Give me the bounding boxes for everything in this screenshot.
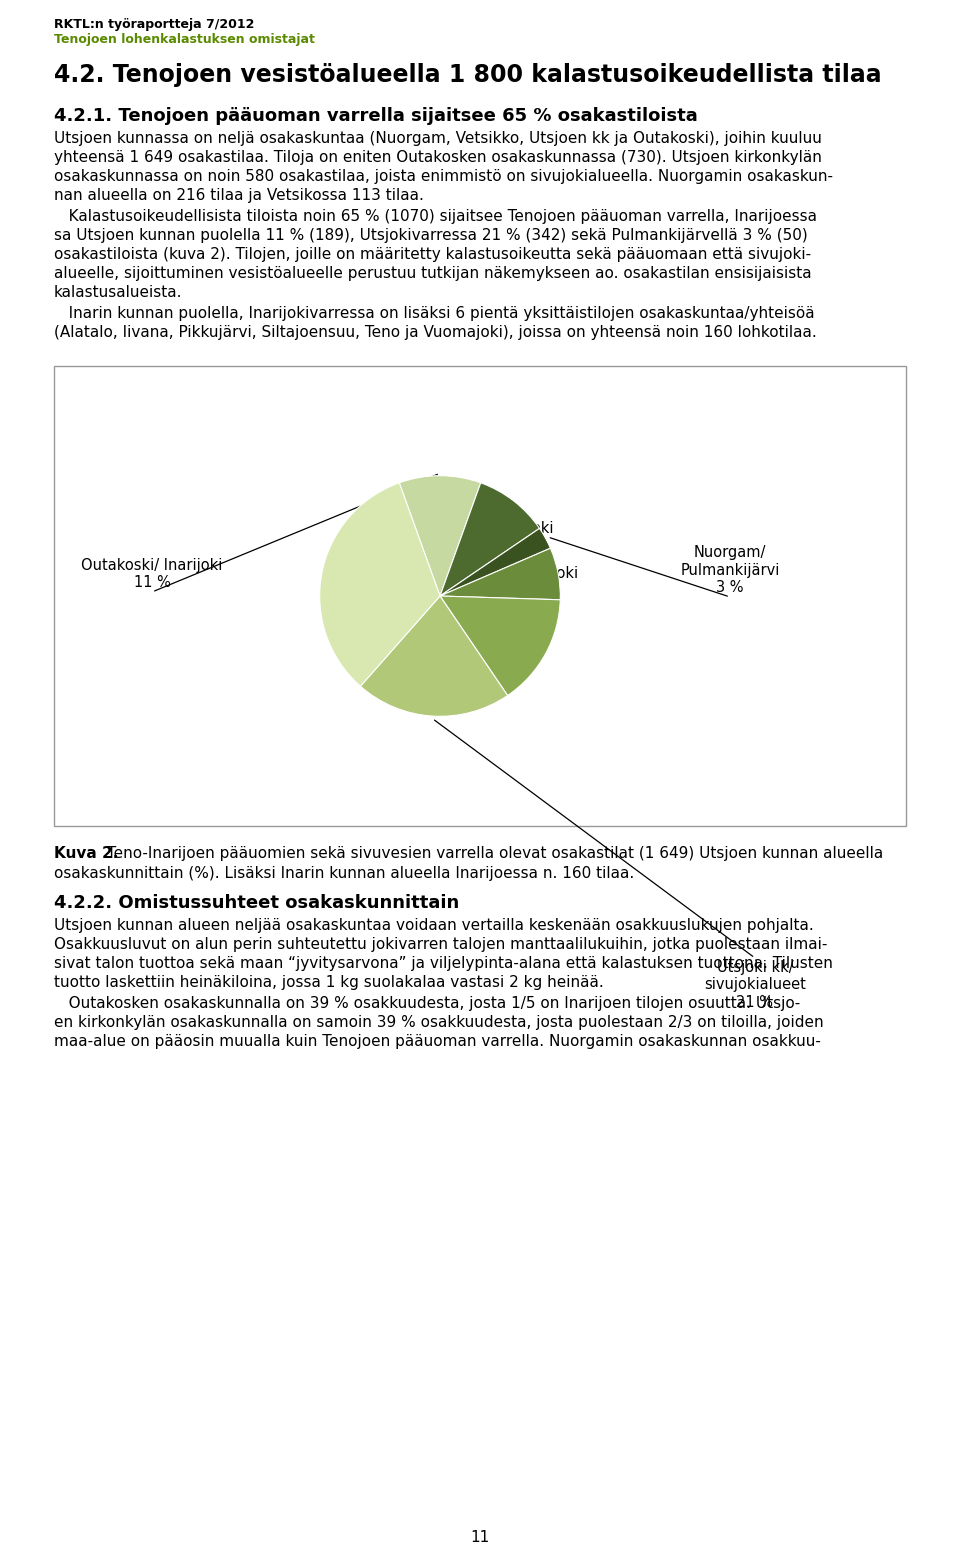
Text: Outakoski/ Inarijoki
11 %: Outakoski/ Inarijoki 11 % xyxy=(82,557,223,590)
Text: Utsjoen kunnan alueen neljää osakaskuntaa voidaan vertailla keskenään osakkuuslu: Utsjoen kunnan alueen neljää osakaskunta… xyxy=(54,917,814,933)
Text: nan alueella on 216 tilaa ja Vetsikossa 113 tilaa.: nan alueella on 216 tilaa ja Vetsikossa … xyxy=(54,188,424,203)
Text: Utsjoen kunnassa on neljä osakaskuntaa (Nuorgam, Vetsikko, Utsjoen kk ja Outakos: Utsjoen kunnassa on neljä osakaskuntaa (… xyxy=(54,130,822,146)
Text: tuotto laskettiin heinäkiloina, jossa 1 kg suolakalaa vastasi 2 kg heinää.: tuotto laskettiin heinäkiloina, jossa 1 … xyxy=(54,975,604,990)
Text: (Alatalo, Iivana, Pikkujärvi, Siltajoensuu, Teno ja Vuomajoki), joissa on yhteen: (Alatalo, Iivana, Pikkujärvi, Siltajoens… xyxy=(54,324,817,340)
Text: Utsjoki kk
/Tenojoki
15 %: Utsjoki kk /Tenojoki 15 % xyxy=(469,607,541,656)
Text: Tenojoen lohenkalastuksen omistajat: Tenojoen lohenkalastuksen omistajat xyxy=(54,33,315,47)
Text: Inarin kunnan puolella, Inarijokivarressa on lisäksi 6 pientä yksittäistilojen o: Inarin kunnan puolella, Inarijokivarress… xyxy=(54,306,815,321)
Wedge shape xyxy=(440,596,561,695)
Text: Utsjoki kk/
sivujokialueet
21 %: Utsjoki kk/ sivujokialueet 21 % xyxy=(704,961,806,1010)
Text: osakastiloista (kuva 2). Tilojen, joille on määritetty kalastusoikeutta sekä pää: osakastiloista (kuva 2). Tilojen, joille… xyxy=(54,247,811,262)
Text: Outakosken osakaskunnalla on 39 % osakkuudesta, josta 1/5 on Inarijoen tilojen o: Outakosken osakaskunnalla on 39 % osakku… xyxy=(54,996,801,1010)
Text: sa Utsjoen kunnan puolella 11 % (189), Utsjokivarressa 21 % (342) sekä Pulmankij: sa Utsjoen kunnan puolella 11 % (189), U… xyxy=(54,228,807,244)
Text: Nuorgam/
Pulmankijärvi
3 %: Nuorgam/ Pulmankijärvi 3 % xyxy=(681,545,780,594)
Text: 4.2. Tenojoen vesistöalueella 1 800 kalastusoikeudellista tilaa: 4.2. Tenojoen vesistöalueella 1 800 kala… xyxy=(54,64,881,87)
Text: osakaskunnassa on noin 580 osakastilaa, joista enimmistö on sivujokialueella. Nu: osakaskunnassa on noin 580 osakastilaa, … xyxy=(54,169,833,185)
Text: Kuva 2.: Kuva 2. xyxy=(54,846,118,861)
Text: Kalastusoikeudellisista tiloista noin 65 % (1070) sijaitsee Tenojoen pääuoman va: Kalastusoikeudellisista tiloista noin 65… xyxy=(54,210,817,223)
Bar xyxy=(54,366,906,826)
Text: RKTL:n työraportteja 7/2012: RKTL:n työraportteja 7/2012 xyxy=(54,19,254,31)
Text: Vetsikko/ Tenojoki
7 %: Vetsikko/ Tenojoki 7 % xyxy=(448,566,578,598)
Text: 4.2.1. Tenojoen pääuoman varrella sijaitsee 65 % osakastiloista: 4.2.1. Tenojoen pääuoman varrella sijait… xyxy=(54,107,698,126)
Text: Nuorgam/ Tenojoki
10 %: Nuorgam/ Tenojoki 10 % xyxy=(418,521,554,553)
Text: 4.2.2. Omistussuhteet osakaskunnittain: 4.2.2. Omistussuhteet osakaskunnittain xyxy=(54,894,459,913)
Wedge shape xyxy=(440,528,550,596)
Text: en kirkonkylän osakaskunnalla on samoin 39 % osakkuudesta, josta puolestaan 2/3 : en kirkonkylän osakaskunnalla on samoin … xyxy=(54,1015,824,1031)
Text: yhteensä 1 649 osakastilaa. Tiloja on eniten Outakosken osakaskunnassa (730). Ut: yhteensä 1 649 osakastilaa. Tiloja on en… xyxy=(54,151,822,165)
Text: Outakoski/
Tenojoki
33 %: Outakoski/ Tenojoki 33 % xyxy=(336,559,414,608)
Text: kalastusalueista.: kalastusalueista. xyxy=(54,286,182,300)
Text: maa-alue on pääosin muualla kuin Tenojoen pääuoman varrella. Nuorgamin osakaskun: maa-alue on pääosin muualla kuin Tenojoe… xyxy=(54,1034,821,1049)
Wedge shape xyxy=(440,548,561,599)
Text: Teno-Inarijoen pääuomien sekä sivuvesien varrella olevat osakastilat (1 649) Uts: Teno-Inarijoen pääuomien sekä sivuvesien… xyxy=(102,846,883,861)
Wedge shape xyxy=(399,475,481,596)
Text: alueelle, sijoittuminen vesistöalueelle perustuu tutkijan näkemykseen ao. osakas: alueelle, sijoittuminen vesistöalueelle … xyxy=(54,265,811,281)
Wedge shape xyxy=(440,483,540,596)
Wedge shape xyxy=(360,596,508,717)
Text: 11: 11 xyxy=(470,1530,490,1544)
Text: osakaskunnittain (%). Lisäksi Inarin kunnan alueella Inarijoessa n. 160 tilaa.: osakaskunnittain (%). Lisäksi Inarin kun… xyxy=(54,866,635,882)
Text: sivat talon tuottoa sekä maan “jyvitysarvona” ja viljelypinta-alana että kalastu: sivat talon tuottoa sekä maan “jyvitysar… xyxy=(54,956,833,972)
Text: Osakkuusluvut on alun perin suhteutettu jokivarren talojen manttaalilukuihin, jo: Osakkuusluvut on alun perin suhteutettu … xyxy=(54,937,828,951)
Wedge shape xyxy=(320,483,440,686)
